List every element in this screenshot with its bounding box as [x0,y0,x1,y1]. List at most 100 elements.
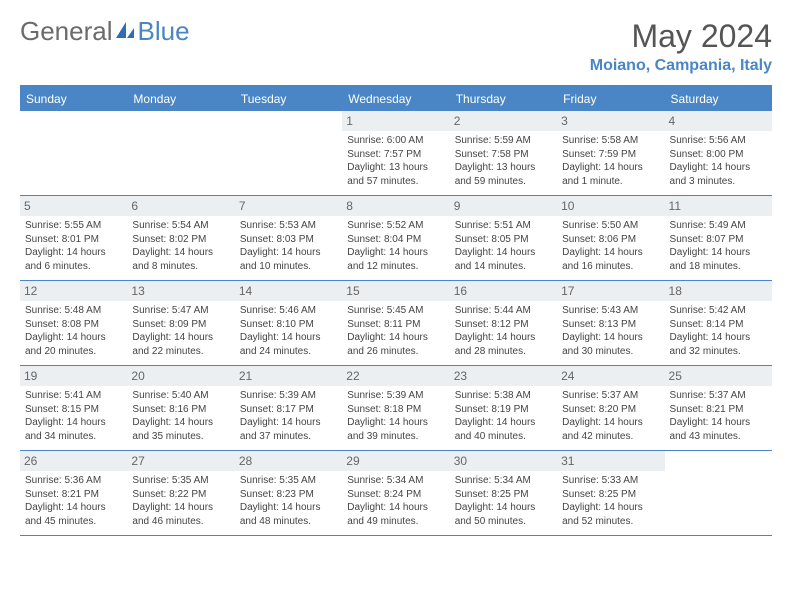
daylight-text: and 43 minutes. [670,430,767,444]
day-number: 11 [665,196,772,216]
day-number: 5 [20,196,127,216]
daylight-text: and 59 minutes. [455,175,552,189]
sunrise-text: Sunrise: 5:53 AM [240,219,337,233]
day-number: 2 [450,111,557,131]
sunrise-text: Sunrise: 5:33 AM [562,474,659,488]
brand-logo: General Blue [20,18,190,44]
daylight-text: Daylight: 14 hours [562,246,659,260]
calendar-week: 5 Sunrise: 5:55 AMSunset: 8:01 PM Daylight… [20,196,772,281]
sunset-text: Sunset: 8:21 PM [25,488,122,502]
day-number: 16 [450,281,557,301]
daylight-text: Daylight: 14 hours [240,416,337,430]
calendar-week: 1Sunrise: 6:00 AMSunset: 7:57 PMDaylight… [20,111,772,196]
sunset-text: Sunset: 8:15 PM [25,403,122,417]
day-number: 27 [127,451,234,471]
day-number: 1 [342,111,449,131]
daylight-text: Daylight: 14 hours [347,501,444,515]
daylight-text: Daylight: 13 hours [455,161,552,175]
sunrise-text: Sunrise: 5:45 AM [347,304,444,318]
sunrise-text: Sunrise: 5:34 AM [455,474,552,488]
daylight-text: and 34 minutes. [25,430,122,444]
sunrise-text: Sunrise: 5:55 AM [25,219,122,233]
sunset-text: Sunset: 8:22 PM [132,488,229,502]
day-number: 12 [20,281,127,301]
daylight-text: Daylight: 14 hours [562,501,659,515]
daylight-text: Daylight: 14 hours [347,416,444,430]
day-number: 20 [127,366,234,386]
daylight-text: Daylight: 14 hours [670,161,767,175]
weekday-label: Thursday [450,87,557,111]
daylight-text: and 37 minutes. [240,430,337,444]
day-number: 22 [342,366,449,386]
sunset-text: Sunset: 8:12 PM [455,318,552,332]
daylight-text: Daylight: 14 hours [132,416,229,430]
sunset-text: Sunset: 8:09 PM [132,318,229,332]
daylight-text: and 14 minutes. [455,260,552,274]
daylight-text: and 16 minutes. [562,260,659,274]
day-number: 25 [665,366,772,386]
calendar-cell: 31 Sunrise: 5:33 AMSunset: 8:25 PMDayligh… [557,451,664,535]
calendar-week: 12Sunrise: 5:48 AMSunset: 8:08 PMDayligh… [20,281,772,366]
daylight-text: and 45 minutes. [25,515,122,529]
calendar-cell: 23Sunrise: 5:38 AMSunset: 8:19 PMDayligh… [450,366,557,450]
sunrise-text: Sunrise: 5:39 AM [347,389,444,403]
calendar-cell: 30Sunrise: 5:34 AMSunset: 8:25 PMDayligh… [450,451,557,535]
brand-part2: Blue [138,18,190,44]
daylight-text: and 10 minutes. [240,260,337,274]
daylight-text: and 12 minutes. [347,260,444,274]
sunrise-text: Sunrise: 5:47 AM [132,304,229,318]
calendar-cell: 18Sunrise: 5:42 AMSunset: 8:14 PMDayligh… [665,281,772,365]
daylight-text: and 26 minutes. [347,345,444,359]
sunrise-text: Sunrise: 5:54 AM [132,219,229,233]
daylight-text: Daylight: 14 hours [455,246,552,260]
daylight-text: Daylight: 14 hours [347,331,444,345]
calendar-cell: 12 Sunrise: 5:48 AMSunset: 8:08 PMDayligh… [20,281,127,365]
title-block: May 2024 Moiano, Campania, Italy [590,18,772,75]
day-number: 4 [665,111,772,131]
month-title: May 2024 [590,18,772,55]
daylight-text: Daylight: 14 hours [455,331,552,345]
day-number: 13 [127,281,234,301]
sunrise-text: Sunrise: 5:38 AM [455,389,552,403]
sunset-text: Sunset: 8:10 PM [240,318,337,332]
sunrise-text: Sunrise: 5:35 AM [240,474,337,488]
daylight-text: Daylight: 14 hours [240,246,337,260]
daylight-text: and 39 minutes. [347,430,444,444]
daylight-text: Daylight: 14 hours [562,331,659,345]
calendar-cell: 6Sunrise: 5:54 AMSunset: 8:02 PMDaylight… [127,196,234,280]
brand-part1: General [20,18,113,44]
day-number: 17 [557,281,664,301]
sunrise-text: Sunrise: 5:36 AM [25,474,122,488]
daylight-text: and 42 minutes. [562,430,659,444]
sunset-text: Sunset: 8:14 PM [670,318,767,332]
calendar-cell [20,111,127,195]
daylight-text: and 6 minutes. [25,260,122,274]
sunrise-text: Sunrise: 5:50 AM [562,219,659,233]
sunset-text: Sunset: 8:11 PM [347,318,444,332]
sunset-text: Sunset: 8:03 PM [240,233,337,247]
weekday-label: Monday [127,87,234,111]
sunset-text: Sunset: 8:18 PM [347,403,444,417]
day-number: 31 [557,451,664,471]
calendar-cell: 28Sunrise: 5:35 AMSunset: 8:23 PMDayligh… [235,451,342,535]
day-number: 30 [450,451,557,471]
calendar-cell: 1Sunrise: 6:00 AMSunset: 7:57 PMDaylight… [342,111,449,195]
daylight-text: Daylight: 14 hours [25,331,122,345]
daylight-text: and 22 minutes. [132,345,229,359]
sunset-text: Sunset: 8:08 PM [25,318,122,332]
calendar-cell: 13Sunrise: 5:47 AMSunset: 8:09 PMDayligh… [127,281,234,365]
daylight-text: Daylight: 13 hours [347,161,444,175]
day-number: 18 [665,281,772,301]
sunset-text: Sunset: 8:25 PM [562,488,659,502]
sunrise-text: Sunrise: 5:48 AM [25,304,122,318]
sunset-text: Sunset: 8:01 PM [25,233,122,247]
weekday-label: Tuesday [235,87,342,111]
daylight-text: Daylight: 14 hours [670,246,767,260]
daylight-text: Daylight: 14 hours [562,416,659,430]
calendar-cell: 2Sunrise: 5:59 AMSunset: 7:58 PMDaylight… [450,111,557,195]
weekday-label: Wednesday [342,87,449,111]
daylight-text: and 35 minutes. [132,430,229,444]
calendar-cell: 29Sunrise: 5:34 AMSunset: 8:24 PMDayligh… [342,451,449,535]
daylight-text: Daylight: 14 hours [562,161,659,175]
calendar-week: 19Sunrise: 5:41 AMSunset: 8:15 PMDayligh… [20,366,772,451]
